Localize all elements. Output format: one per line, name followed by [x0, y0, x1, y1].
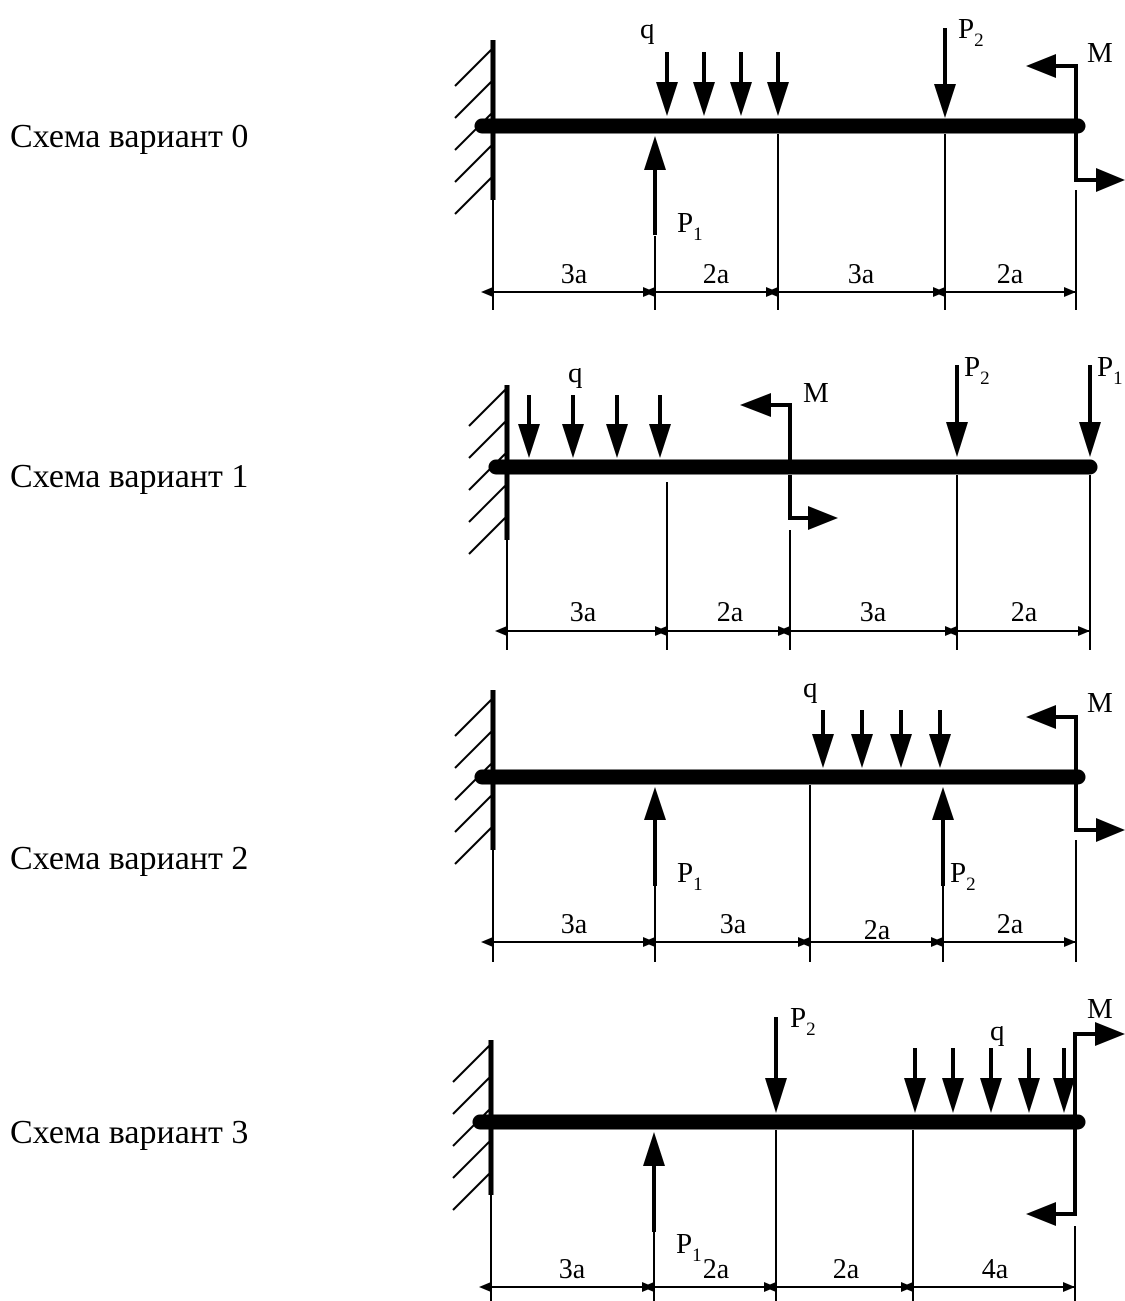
- scheme-title: Схема вариант 1: [10, 458, 248, 495]
- scheme-0: Схема вариант 0 q P1: [10, 13, 1125, 310]
- dimension-label: 2a: [1011, 597, 1038, 628]
- extension-lines: [490, 1130, 1076, 1301]
- force-p1: [643, 1132, 665, 1232]
- m-label: M: [1087, 687, 1113, 719]
- p1-label: P1: [1097, 351, 1123, 389]
- p1-label: P1: [676, 1228, 702, 1266]
- m-label: M: [1087, 993, 1113, 1025]
- force-p2: [946, 365, 968, 457]
- dimension-label: 3a: [848, 259, 875, 290]
- distributed-load-q: [656, 52, 789, 116]
- p2-label: P2: [950, 857, 976, 895]
- scheme-1: Схема вариант 1 q M P2: [10, 351, 1123, 650]
- dimension-label: 2a: [703, 1254, 730, 1285]
- moment-m: [1026, 54, 1125, 192]
- dimension-label: 3a: [860, 597, 887, 628]
- dimension-label: 3a: [570, 597, 597, 628]
- p2-label: P2: [958, 13, 984, 51]
- distributed-load-q: [518, 395, 671, 458]
- m-label: M: [803, 377, 829, 409]
- dimension-label: 3a: [720, 909, 747, 940]
- scheme-title: Схема вариант 0: [10, 118, 248, 155]
- force-p1: [644, 136, 666, 235]
- m-label: M: [1087, 37, 1113, 69]
- q-label: q: [640, 13, 655, 45]
- dimension-label: 4a: [982, 1254, 1009, 1285]
- dimension-label: 2a: [717, 597, 744, 628]
- dimension-label: 2a: [864, 915, 891, 946]
- force-p2: [934, 28, 956, 118]
- moment-m: [1026, 705, 1125, 842]
- scheme-title: Схема вариант 3: [10, 1114, 248, 1151]
- q-label: q: [568, 357, 583, 389]
- dimension-label: 3a: [561, 259, 588, 290]
- dimension-label: 2a: [997, 909, 1024, 940]
- force-p2: [932, 787, 954, 886]
- dimension-label: 2a: [703, 259, 730, 290]
- extension-lines: [492, 134, 1077, 310]
- q-label: q: [803, 672, 818, 704]
- moment-m: [740, 393, 838, 530]
- force-p1: [1079, 365, 1101, 457]
- p2-label: P2: [790, 1002, 816, 1040]
- p1-label: P1: [677, 207, 703, 245]
- p2-label: P2: [964, 351, 990, 389]
- p1-label: P1: [677, 857, 703, 895]
- scheme-2: Схема вариант 2 P1 q P2: [10, 672, 1125, 962]
- scheme-title: Схема вариант 2: [10, 840, 248, 877]
- distributed-load-q: [812, 710, 951, 768]
- dimension-label: 2a: [833, 1254, 860, 1285]
- dimension-label: 2a: [997, 259, 1024, 290]
- dimension-label: 3a: [561, 909, 588, 940]
- scheme-3: Схема вариант 3 P1 P2 q: [10, 993, 1125, 1301]
- q-label: q: [990, 1015, 1005, 1047]
- moment-m: [1026, 1022, 1125, 1226]
- force-p1: [644, 787, 666, 886]
- dimension-label: 3a: [559, 1254, 586, 1285]
- force-p2: [765, 1017, 787, 1113]
- distributed-load-q: [904, 1048, 1075, 1113]
